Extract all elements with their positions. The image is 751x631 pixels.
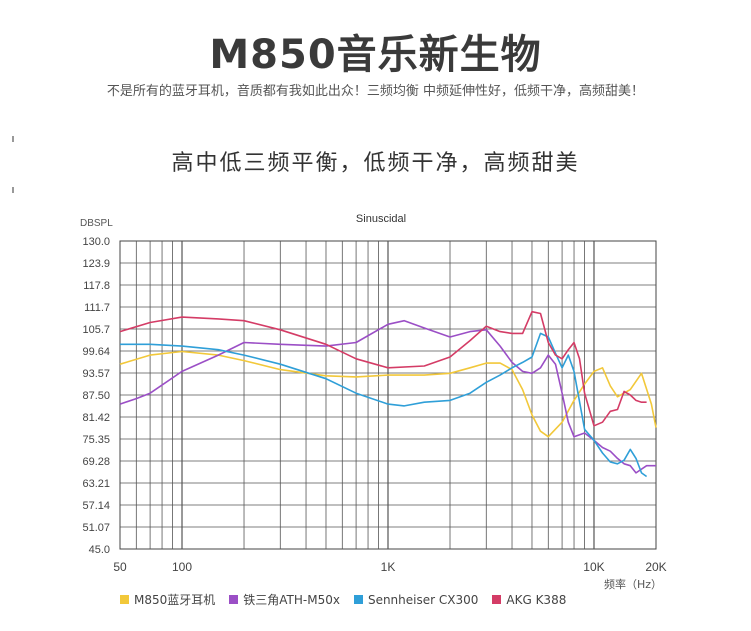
x-tick-label: 50 — [113, 560, 127, 574]
series-line — [119, 350, 657, 438]
legend-swatch — [492, 595, 502, 604]
y-tick-label: 111.7 — [84, 302, 110, 314]
y-tick-label: 93.57 — [82, 368, 110, 380]
y-tick-label: 63.21 — [82, 478, 110, 490]
legend-label: M850蓝牙耳机 — [134, 593, 216, 607]
y-tick-label: 81.42 — [82, 412, 110, 424]
series-line — [119, 319, 656, 474]
x-tick-label: 1K — [381, 560, 396, 574]
x-axis-label: 频率（Hz） — [604, 577, 662, 591]
legend-label: AKG K388 — [506, 592, 567, 607]
legend-item: 铁三角ATH-M50x — [229, 591, 340, 608]
legend-label: Sennheiser CX300 — [367, 592, 479, 607]
y-axis-label: DBSPL — [80, 218, 113, 229]
chart-series — [119, 310, 657, 478]
side-mark — [12, 136, 14, 142]
x-tick-label: 100 — [172, 560, 192, 574]
y-tick-label: 117.8 — [83, 280, 110, 292]
legend-swatch — [120, 595, 129, 604]
series-line — [120, 332, 648, 478]
x-tick-label: 20K — [645, 560, 666, 574]
y-tick-label: 51.07 — [82, 522, 110, 534]
y-tick-label: 130.0 — [82, 236, 110, 248]
side-mark — [12, 187, 14, 193]
chart-grid — [119, 240, 657, 550]
y-tick-label: 57.14 — [82, 500, 110, 512]
legend-swatch — [353, 595, 363, 604]
legend-item: AKG K388 — [492, 591, 566, 608]
chart-legend: M850蓝牙耳机 铁三角ATH-M50x Sennheiser CX300 AKG K… — [120, 591, 566, 608]
legend-swatch — [229, 595, 239, 604]
y-tick-label: 99.64 — [82, 346, 110, 358]
chart-axes: 130.0 123.9 117.8 111.7 105.7 99.64 93.57 87.50… — [82, 236, 666, 574]
legend-item: Sennheiser CX300 — [353, 591, 479, 608]
legend-label: 铁三角ATH-M50x — [243, 593, 340, 607]
chart-title: Sinuscidal — [356, 213, 406, 225]
legend-item: M850蓝牙耳机 — [120, 591, 215, 608]
y-tick-label: 87.50 — [82, 390, 110, 402]
y-tick-label: 105.7 — [82, 324, 110, 336]
y-tick-label: 45.0 — [89, 544, 110, 556]
x-tick-label: 10K — [583, 560, 604, 574]
series-line — [119, 310, 647, 427]
y-tick-label: 123.9 — [82, 258, 110, 270]
page-title: M850音乐新生物 — [209, 32, 542, 78]
y-tick-label: 75.35 — [82, 434, 110, 446]
tagline: 不是所有的蓝牙耳机，音质都有我如此出众！三频均衡 中频延伸性好，低频干净，高频甜… — [106, 84, 645, 99]
section-subtitle: 高中低三频平衡，低频干净，高频甜美 — [171, 151, 580, 176]
y-tick-label: 69.28 — [82, 456, 110, 468]
